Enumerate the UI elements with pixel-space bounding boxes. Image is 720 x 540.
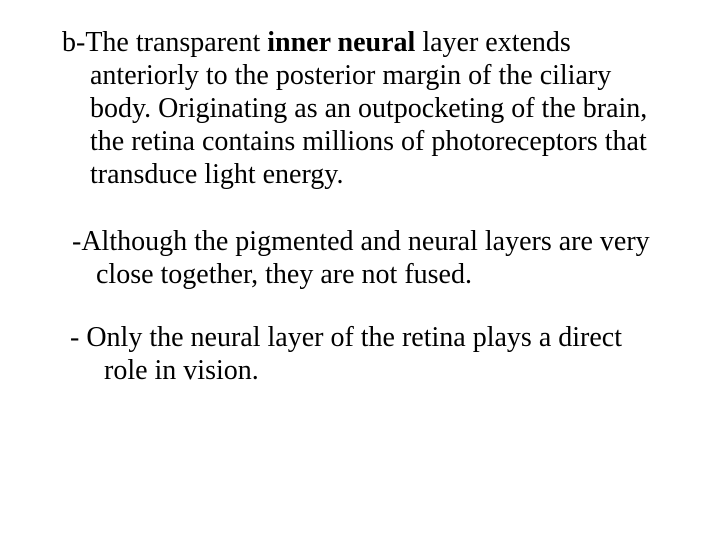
paragraph-3: - Only the neural layer of the retina pl… [62,321,668,387]
paragraph-2: -Although the pigmented and neural layer… [62,225,668,291]
paragraph-1: b-The transparent inner neural layer ext… [62,26,668,191]
para-1-bold: inner neural [267,27,422,58]
slide-body: b-The transparent inner neural layer ext… [0,0,720,540]
para-1-lead: b-The transparent [62,27,267,58]
